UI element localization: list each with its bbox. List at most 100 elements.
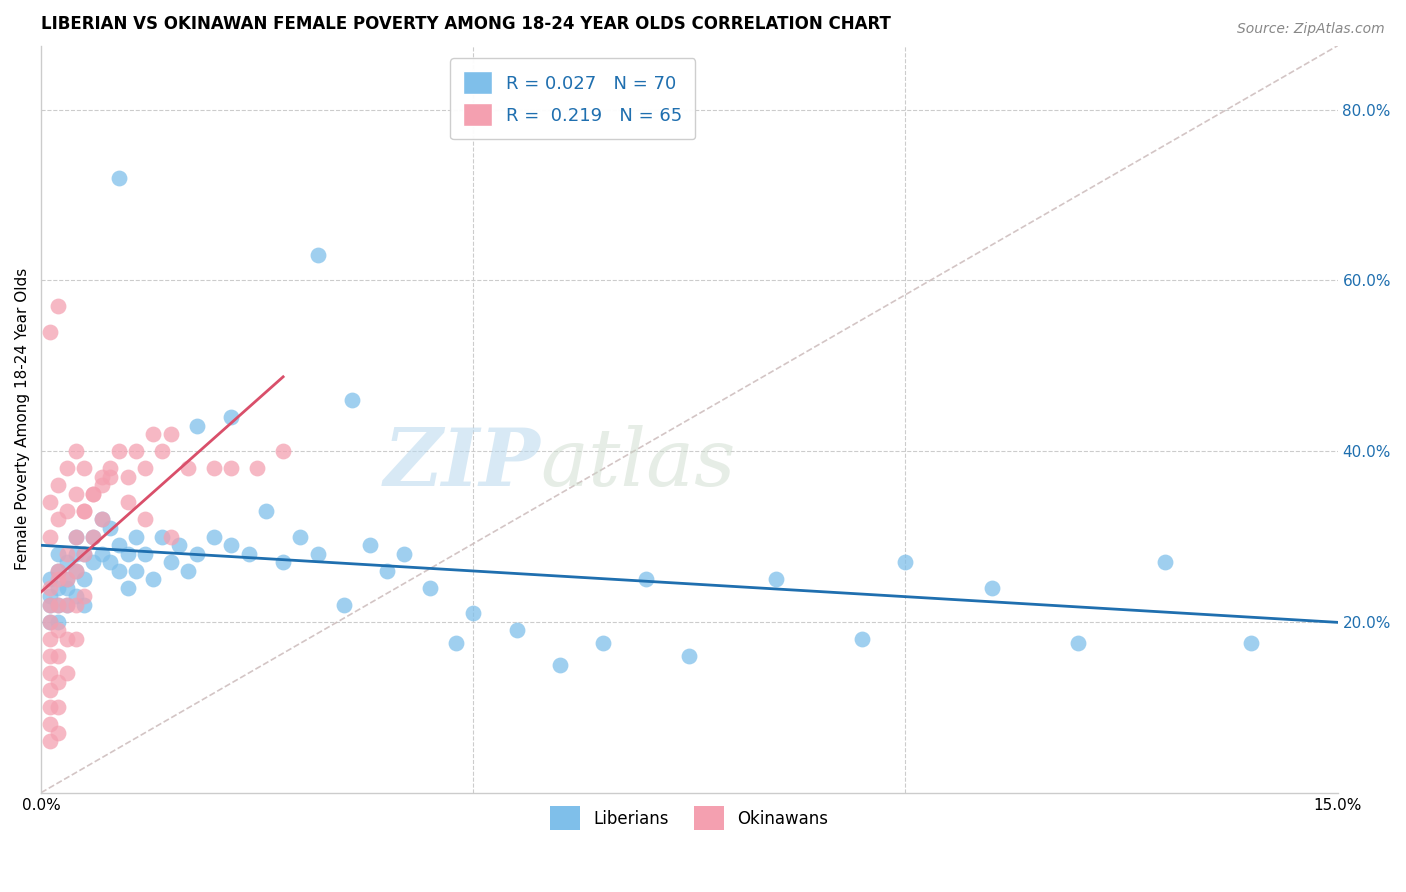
Point [56,572,79,586]
Point [150,444,173,458]
Point [392,547,415,561]
Point [271,555,294,569]
Point [117,581,139,595]
Point [134,461,156,475]
Point [108,564,131,578]
Point [505,624,527,638]
Point [592,636,614,650]
Point [48,299,70,313]
Point [38,495,60,509]
Point [186,547,208,561]
Point [159,555,181,569]
Point [90,470,112,484]
Point [765,572,787,586]
Point [56,555,79,569]
Point [125,564,148,578]
Point [48,598,70,612]
Point [342,392,364,407]
Text: ZIP: ZIP [384,425,540,503]
Point [419,581,441,595]
Point [56,572,79,586]
Point [65,487,87,501]
Point [65,564,87,578]
Point [48,478,70,492]
Point [73,504,96,518]
Point [65,530,87,544]
Point [117,547,139,561]
Point [38,648,60,663]
Point [117,495,139,509]
Point [82,555,104,569]
Point [894,555,917,569]
Point [38,615,60,629]
Point [177,564,200,578]
Point [219,538,242,552]
Point [290,530,312,544]
Point [56,461,79,475]
Point [202,530,225,544]
Point [134,512,156,526]
Point [48,547,70,561]
Point [463,607,485,621]
Point [38,700,60,714]
Point [38,325,60,339]
Point [48,624,70,638]
Point [48,615,70,629]
Point [142,572,165,586]
Point [48,564,70,578]
Point [159,427,181,442]
Point [38,734,60,748]
Text: LIBERIAN VS OKINAWAN FEMALE POVERTY AMONG 18-24 YEAR OLDS CORRELATION CHART: LIBERIAN VS OKINAWAN FEMALE POVERTY AMON… [41,15,891,33]
Point [73,572,96,586]
Point [65,547,87,561]
Point [202,461,225,475]
Point [219,461,242,475]
Point [150,530,173,544]
Point [65,632,87,646]
Point [48,700,70,714]
Point [38,615,60,629]
Point [56,504,79,518]
Point [90,547,112,561]
Y-axis label: Female Poverty Among 18-24 Year Olds: Female Poverty Among 18-24 Year Olds [15,268,30,570]
Point [56,581,79,595]
Point [73,461,96,475]
Point [117,470,139,484]
Point [48,598,70,612]
Point [108,444,131,458]
Point [851,632,873,646]
Point [56,598,79,612]
Point [98,470,121,484]
Point [38,530,60,544]
Point [1153,555,1175,569]
Point [56,547,79,561]
Point [271,444,294,458]
Point [98,521,121,535]
Point [48,572,70,586]
Point [186,418,208,433]
Point [73,504,96,518]
Point [177,461,200,475]
Point [48,581,70,595]
Point [90,512,112,526]
Point [65,444,87,458]
Point [108,538,131,552]
Point [169,538,191,552]
Point [48,648,70,663]
Point [38,598,60,612]
Point [73,547,96,561]
Point [65,530,87,544]
Point [38,632,60,646]
Point [82,487,104,501]
Point [82,530,104,544]
Point [48,674,70,689]
Point [65,564,87,578]
Point [307,547,329,561]
Point [98,555,121,569]
Point [444,636,467,650]
Point [1067,636,1090,650]
Point [98,461,121,475]
Point [38,572,60,586]
Point [125,444,148,458]
Point [73,547,96,561]
